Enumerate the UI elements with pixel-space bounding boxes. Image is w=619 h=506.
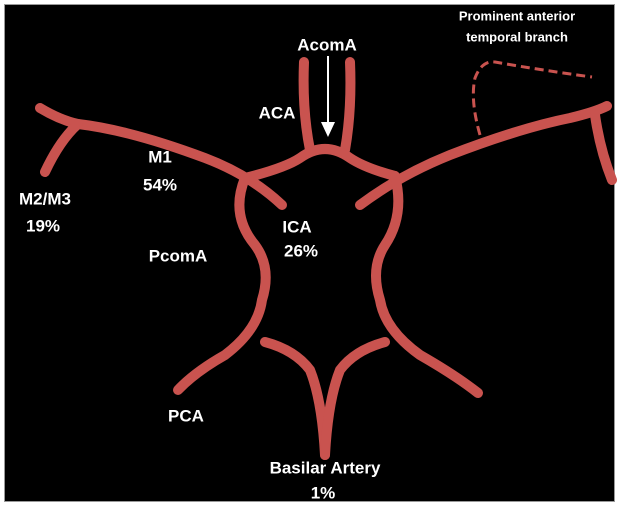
label: ACA — [259, 103, 296, 122]
label: 26% — [284, 241, 318, 260]
label: AcomA — [297, 35, 357, 54]
label: M2/M3 — [19, 189, 71, 208]
label: 1% — [311, 483, 336, 502]
label: 19% — [26, 216, 60, 235]
label: M1 — [148, 147, 172, 166]
label: Basilar Artery — [270, 458, 381, 477]
label: ICA — [282, 217, 311, 236]
label: Prominent anterior — [459, 8, 575, 23]
circle-of-willis-diagram: AcomA ACA Prominent anterior temporal branc… — [0, 0, 619, 506]
right-aca — [345, 62, 350, 150]
label: temporal branch — [466, 29, 568, 44]
label: PCA — [168, 406, 204, 425]
label: 54% — [143, 175, 177, 194]
label: PcomA — [149, 246, 208, 265]
